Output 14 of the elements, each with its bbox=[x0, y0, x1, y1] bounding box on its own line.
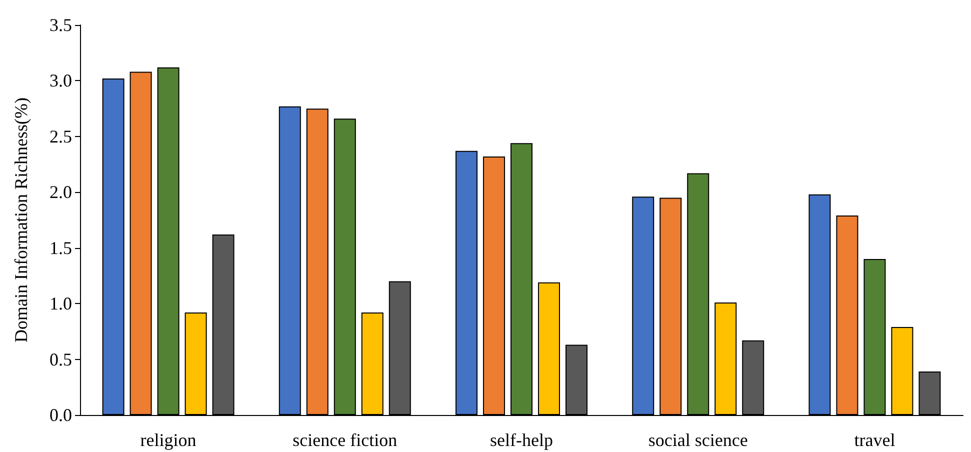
x-tick-label: religion bbox=[140, 430, 196, 450]
y-tick-label: 3.0 bbox=[50, 70, 72, 91]
y-tick-label: 1.5 bbox=[50, 238, 72, 258]
y-axis-title: Domain Information Richness(%) bbox=[11, 98, 31, 342]
x-tick-label: travel bbox=[854, 430, 896, 450]
y-tick-label: 2.5 bbox=[50, 126, 72, 146]
y-tick-label: 0.0 bbox=[50, 405, 72, 425]
x-tick-label: social science bbox=[648, 430, 748, 450]
y-tick-label: 1.0 bbox=[50, 294, 72, 314]
y-tick-label: 3.5 bbox=[50, 15, 72, 35]
x-tick-label: science fiction bbox=[292, 430, 398, 450]
x-tick-label: self-help bbox=[490, 430, 553, 450]
y-tick-label: 2.0 bbox=[50, 182, 72, 202]
y-tick-label: 0.5 bbox=[50, 349, 72, 370]
